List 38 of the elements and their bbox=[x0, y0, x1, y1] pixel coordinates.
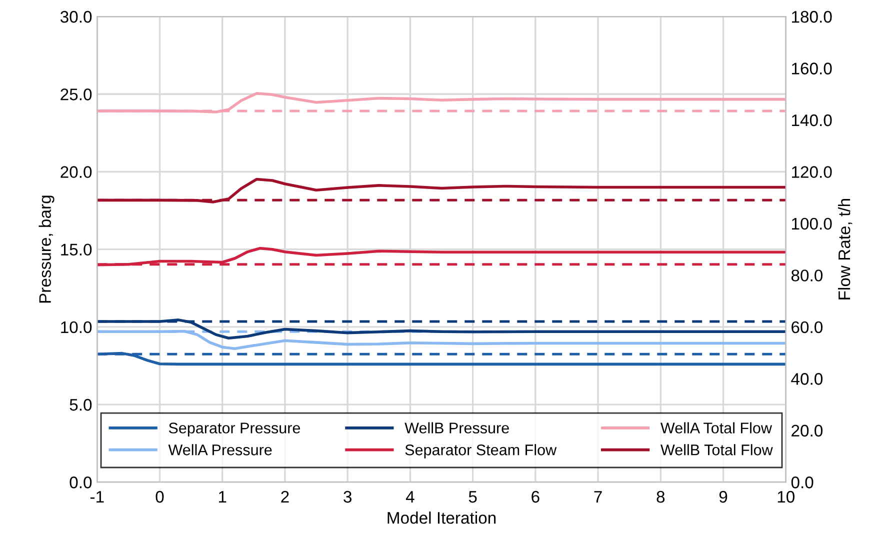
y-tick-label: 10.0 bbox=[61, 321, 92, 334]
x-tick-label: 3 bbox=[344, 490, 352, 503]
y-axis-title: Pressure, barg bbox=[38, 196, 54, 303]
x-tick-label: 6 bbox=[532, 490, 540, 503]
y2-tick-label: 0.0 bbox=[791, 476, 814, 488]
y2-tick-label: 60.0 bbox=[792, 321, 823, 334]
x-axis-title: Model Iteration bbox=[388, 512, 496, 524]
x-tick-label: -1 bbox=[90, 491, 104, 503]
y2-axis-title: Flow Rate, t/h bbox=[838, 199, 852, 300]
legend-label: WellB Pressure bbox=[404, 422, 509, 434]
y2-tick-label: 120.0 bbox=[792, 166, 832, 178]
legend-label: Separator Pressure bbox=[168, 422, 300, 436]
x-tick-label: 0 bbox=[156, 490, 164, 503]
y-tick-label: 5.0 bbox=[70, 398, 92, 411]
y-tick-label: 15.0 bbox=[61, 244, 92, 256]
y-tick-label: 0.0 bbox=[70, 476, 92, 488]
x-tick-label: 1 bbox=[218, 491, 226, 503]
y2-tick-label: 100.0 bbox=[792, 218, 832, 230]
x-tick-label: 2 bbox=[281, 490, 289, 503]
x-tick-label: 10 bbox=[778, 490, 794, 503]
x-tick-label: 9 bbox=[719, 490, 728, 503]
y2-tick-label: 80.0 bbox=[791, 270, 823, 282]
x-tick-label: 4 bbox=[406, 491, 414, 503]
y2-tick-label: 40.0 bbox=[791, 373, 823, 385]
y2-tick-label: 20.0 bbox=[792, 424, 823, 437]
y-tick-label: 25.0 bbox=[60, 88, 92, 100]
legend-label: WellA Total Flow bbox=[660, 422, 772, 434]
x-tick-label: 5 bbox=[468, 491, 477, 503]
y2-tick-label: 140.0 bbox=[792, 114, 832, 126]
legend-label: Separator Steam Flow bbox=[405, 444, 557, 458]
y2-tick-label: 160.0 bbox=[792, 62, 832, 74]
x-tick-label: 8 bbox=[656, 490, 665, 503]
x-tick-label: 7 bbox=[594, 491, 602, 503]
legend-label: WellB Total Flow bbox=[660, 444, 773, 456]
legend-label: WellA Pressure bbox=[168, 444, 272, 456]
y2-tick-label: 180.0 bbox=[792, 10, 832, 23]
y-tick-label: 30.0 bbox=[60, 10, 92, 23]
y-tick-label: 20.0 bbox=[60, 166, 92, 178]
